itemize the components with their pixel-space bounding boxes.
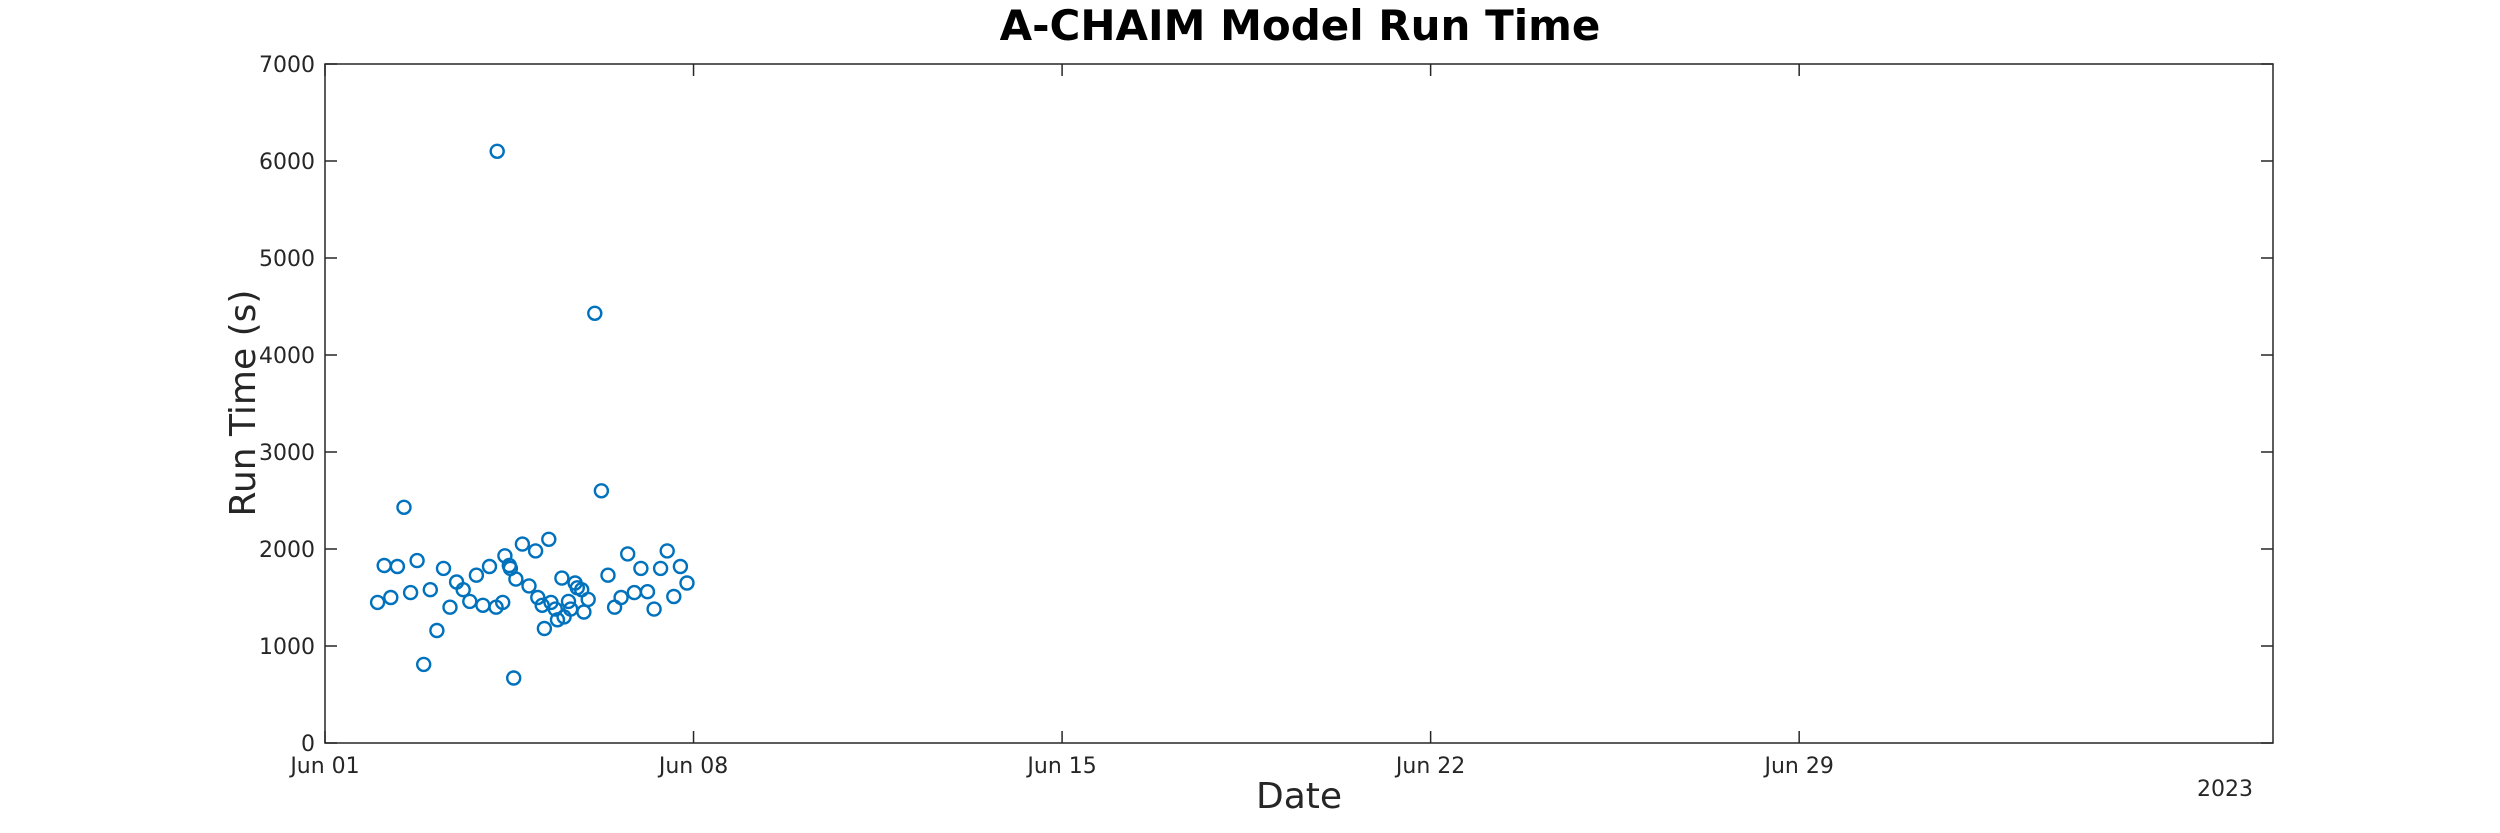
data-point [587,305,603,321]
data-point [580,591,596,608]
data-point [620,546,636,562]
x-tick-label: Jun 22 [1394,754,1465,779]
data-point [536,620,553,637]
data-point [554,570,570,586]
data-point [422,582,438,598]
y-tick-label: 3000 [259,441,315,466]
chart-title: A-CHAIM Model Run Time [1000,1,1601,50]
data-point [376,557,392,574]
data-point [639,584,656,600]
data-point [527,543,544,559]
data-point [416,656,432,673]
data-point [396,499,412,515]
y-tick-label: 7000 [259,53,315,78]
data-point [543,594,559,611]
y-axis-label: Run Time (s) [223,290,264,517]
data-point [626,584,642,601]
data-point [435,560,452,577]
data-point [652,560,669,577]
data-point [541,531,557,547]
data-point [502,560,519,577]
data-point [514,536,531,552]
x-tick-label: Jun 29 [1762,754,1833,779]
x-axis-label: Date [1256,776,1342,817]
x-axis-ticks: Jun 01 Jun 08 Jun 15 Jun 22 Jun 29 [288,64,1834,779]
x-tick-label: Jun 15 [1025,754,1096,779]
data-point [369,594,386,611]
data-point [481,558,498,575]
data-point [679,575,695,591]
data-points [369,143,695,686]
data-point [468,567,485,583]
x-axis-year-label: 2023 [2197,777,2253,802]
plot-area-frame [324,63,2274,744]
data-point [475,597,491,613]
data-point [506,670,522,686]
data-point [489,143,505,160]
data-point [429,622,445,639]
x-tick-label: Jun 01 [288,754,359,779]
data-point [383,589,399,606]
data-point [666,588,682,605]
y-tick-label: 6000 [259,150,315,175]
data-point [495,594,511,611]
data-point [402,584,419,601]
data-point [646,601,662,617]
data-point [659,543,675,559]
data-point [455,582,471,598]
data-point [600,567,616,583]
data-point [576,604,592,620]
y-tick-label: 5000 [259,247,315,272]
y-tick-label: 0 [301,732,315,757]
y-tick-label: 4000 [259,344,315,369]
data-point [593,483,610,499]
y-tick-label: 1000 [259,635,315,660]
data-point [442,599,458,615]
x-tick-label: Jun 08 [657,754,728,779]
data-point [521,578,537,594]
data-point [569,580,585,596]
data-point [613,589,629,606]
data-point [633,560,649,577]
data-point [672,558,689,575]
data-point [497,548,513,564]
data-point [560,593,577,610]
data-point [389,558,406,575]
data-point [462,593,478,610]
y-axis-ticks: 0 1000 2000 3000 4000 5000 6000 7000 [259,53,2273,757]
data-point [409,552,425,569]
data-point [530,589,546,606]
y-tick-label: 2000 [259,538,315,563]
